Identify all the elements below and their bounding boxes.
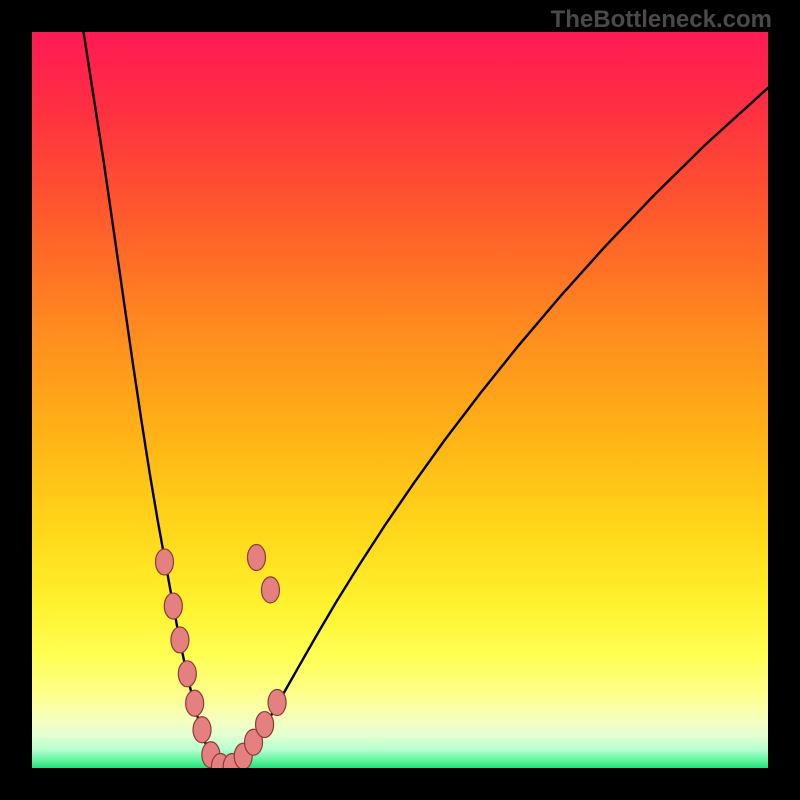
data-marker [186, 690, 204, 716]
data-marker [256, 712, 274, 738]
data-marker [178, 661, 196, 687]
data-marker [155, 549, 173, 575]
canvas-root: TheBottleneck.com [0, 0, 800, 800]
data-marker [171, 627, 189, 653]
chart-svg [32, 32, 768, 768]
chart-background-gradient [32, 32, 768, 768]
data-marker [193, 717, 211, 743]
data-marker [261, 577, 279, 603]
data-marker [247, 545, 265, 571]
watermark-text: TheBottleneck.com [551, 6, 772, 34]
chart-area [32, 32, 768, 768]
data-marker [164, 593, 182, 619]
data-marker [268, 690, 286, 716]
